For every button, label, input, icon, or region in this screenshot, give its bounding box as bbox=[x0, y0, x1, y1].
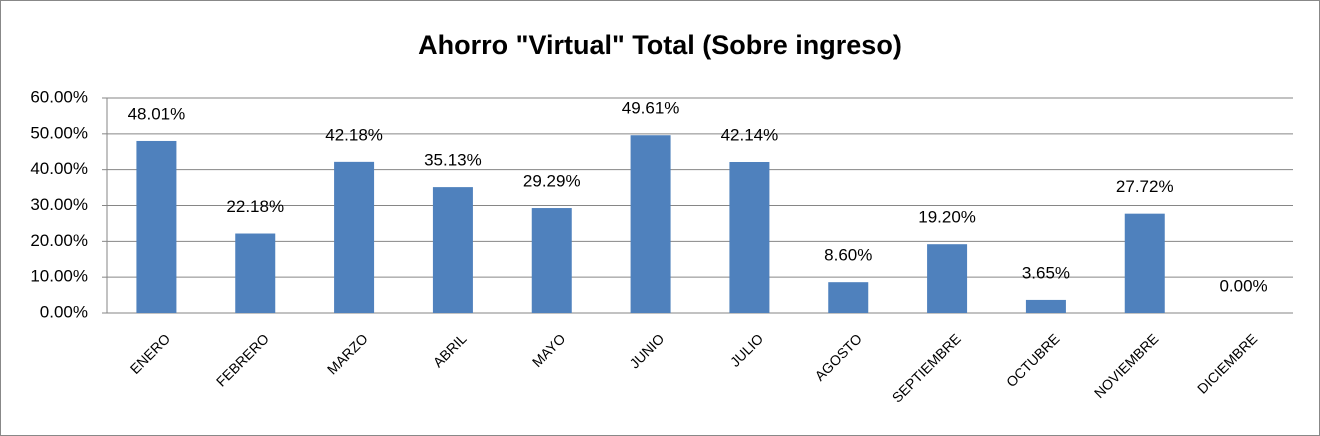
bar bbox=[334, 161, 375, 313]
bar bbox=[729, 161, 770, 313]
value-label: 19.20% bbox=[918, 208, 976, 227]
value-label: 29.29% bbox=[523, 172, 581, 191]
value-label: 49.61% bbox=[622, 99, 680, 118]
bar bbox=[235, 233, 276, 313]
value-label: 42.14% bbox=[721, 125, 779, 144]
y-tick-label: 10.00% bbox=[30, 267, 88, 286]
bar bbox=[432, 187, 473, 313]
y-tick-label: 40.00% bbox=[30, 159, 88, 178]
value-label: 27.72% bbox=[1116, 177, 1174, 196]
value-label: 35.13% bbox=[424, 151, 482, 170]
value-label: 42.18% bbox=[325, 125, 383, 144]
chart-title: Ahorro "Virtual" Total (Sobre ingreso) bbox=[418, 30, 902, 60]
value-label: 48.01% bbox=[128, 104, 186, 123]
value-label: 8.60% bbox=[824, 246, 872, 265]
value-label: 0.00% bbox=[1219, 276, 1267, 295]
bar bbox=[1124, 213, 1165, 313]
y-tick-label: 50.00% bbox=[30, 123, 88, 142]
bar bbox=[927, 244, 968, 313]
bar bbox=[828, 282, 869, 313]
bar bbox=[630, 135, 671, 313]
y-tick-label: 0.00% bbox=[40, 302, 88, 321]
bar bbox=[136, 140, 177, 313]
bar bbox=[531, 208, 572, 313]
y-tick-label: 20.00% bbox=[30, 231, 88, 250]
y-tick-label: 30.00% bbox=[30, 195, 88, 214]
bar bbox=[1025, 299, 1066, 313]
y-tick-label: 60.00% bbox=[30, 87, 88, 106]
value-label: 3.65% bbox=[1022, 263, 1070, 282]
value-label: 22.18% bbox=[226, 197, 284, 216]
